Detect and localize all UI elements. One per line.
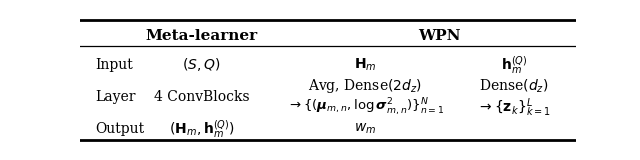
Text: WPN: WPN bbox=[419, 29, 461, 43]
Text: Output: Output bbox=[95, 122, 144, 136]
Text: $\rightarrow \{\mathbf{z}_k\}_{k=1}^{L}$: $\rightarrow \{\mathbf{z}_k\}_{k=1}^{L}$ bbox=[477, 96, 551, 119]
Text: $(S,Q)$: $(S,Q)$ bbox=[182, 56, 221, 73]
Text: Meta-learner: Meta-learner bbox=[145, 29, 257, 43]
Text: Dense$(d_z)$: Dense$(d_z)$ bbox=[479, 78, 548, 95]
Text: Avg, Dense$(2d_z)$: Avg, Dense$(2d_z)$ bbox=[308, 77, 422, 95]
Text: $\mathbf{h}_m^{(Q)}$: $\mathbf{h}_m^{(Q)}$ bbox=[501, 54, 527, 76]
Text: 4 ConvBlocks: 4 ConvBlocks bbox=[154, 90, 250, 104]
Text: Input: Input bbox=[95, 58, 132, 72]
Text: $\rightarrow \{(\boldsymbol{\mu}_{m,n}, \log \boldsymbol{\sigma}^2_{m,n})\}_{n=1: $\rightarrow \{(\boldsymbol{\mu}_{m,n}, … bbox=[287, 97, 444, 118]
Text: $(\mathbf{H}_m, \mathbf{h}_m^{(Q)})$: $(\mathbf{H}_m, \mathbf{h}_m^{(Q)})$ bbox=[168, 118, 234, 140]
Text: $\mathbf{H}_m$: $\mathbf{H}_m$ bbox=[354, 57, 376, 73]
Text: Layer: Layer bbox=[95, 90, 136, 104]
Text: $w_m$: $w_m$ bbox=[354, 122, 376, 136]
